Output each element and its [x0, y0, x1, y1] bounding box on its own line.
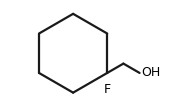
Text: F: F — [104, 83, 111, 96]
Text: OH: OH — [141, 66, 160, 79]
